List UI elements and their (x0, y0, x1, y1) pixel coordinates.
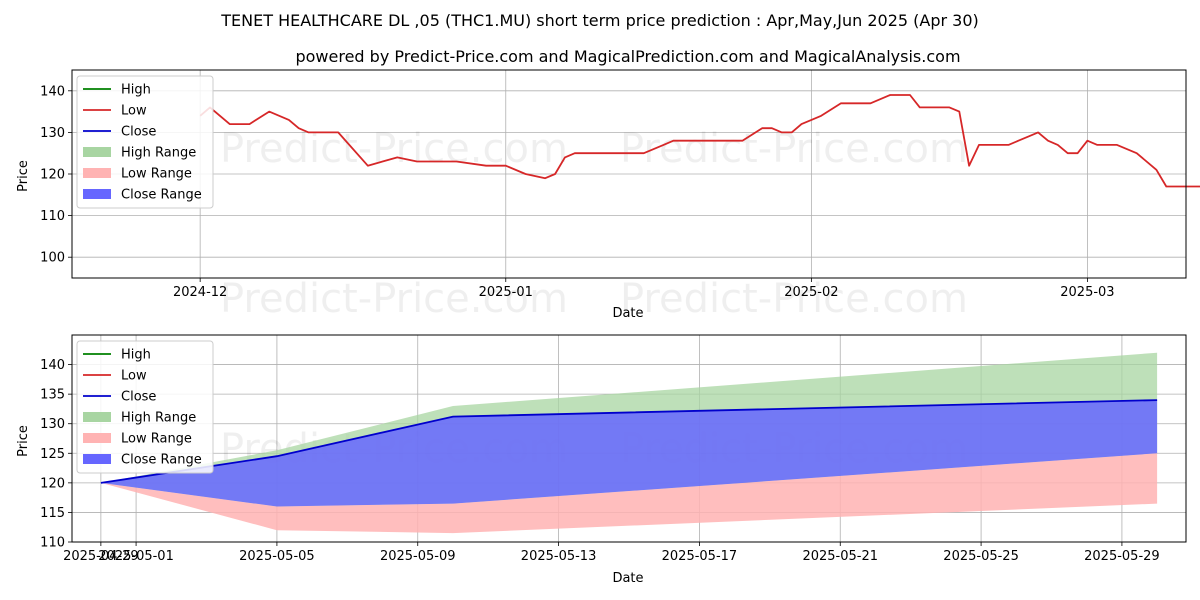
low-range-area (100, 453, 1158, 534)
x-tick-label: 2025-04-29 (63, 549, 139, 564)
y-tick-label: 140 (40, 358, 65, 373)
legend-label: High (121, 83, 151, 98)
y-tick-label: 120 (40, 168, 65, 183)
x-tick-label: 2025-05-17 (662, 549, 738, 564)
history-legend: High Low Close High Range Low Range Close Ran… (76, 75, 214, 209)
forecast-legend: High Low Close High Range Low Range Close Ran… (76, 340, 214, 474)
x-tick-label: 2025-03 (1060, 285, 1114, 300)
x-tick-label: 2025-02 (784, 285, 838, 300)
forecast-areas (100, 352, 1158, 534)
watermark: Predict-Price.com (220, 126, 568, 172)
legend-swatch (83, 412, 111, 422)
y-tick-label: 110 (40, 536, 65, 551)
history-panel: Predict-Price.com Predict-Price.com Pred… (16, 69, 1200, 322)
low-line (199, 94, 1200, 188)
x-tick-label: 2025-05-01 (98, 549, 174, 564)
legend-label: Low (121, 369, 147, 384)
history-ylabel: Price (16, 160, 31, 192)
y-tick-label: 130 (40, 417, 65, 432)
watermark: Predict-Price.com (620, 126, 968, 172)
watermark: Predict-Price.com (220, 276, 568, 322)
x-tick-label: 2025-05-05 (239, 549, 315, 564)
legend-label: Close Range (121, 188, 202, 203)
x-tick-label: 2025-05-09 (380, 549, 456, 564)
history-frame (71, 69, 1187, 279)
forecast-frame (71, 334, 1187, 543)
legend-label: Close (121, 390, 156, 405)
y-tick-label: 135 (40, 388, 65, 403)
legend-swatch (83, 454, 111, 464)
legend-label: High Range (121, 146, 196, 161)
forecast-ylabel: Price (16, 425, 31, 457)
legend-swatch (83, 433, 111, 443)
forecast-panel: Predict-Price.com Predict-Price.com 2025… (16, 334, 1187, 586)
y-tick-label: 120 (40, 476, 65, 491)
legend-label: Close (121, 125, 156, 140)
history-ticks: 2024-12 2025-01 2025-02 2025-03 100 110 120 130… (40, 84, 1114, 300)
x-tick-label: 2024-12 (173, 285, 227, 300)
x-tick-label: 2025-05-29 (1084, 549, 1160, 564)
x-tick-label: 2025-05-21 (802, 549, 878, 564)
y-tick-label: 125 (40, 447, 65, 462)
watermark: Predict-Price.com (620, 276, 968, 322)
legend-label: Close Range (121, 453, 202, 468)
legend-label: Low Range (121, 432, 192, 447)
legend-swatch (83, 147, 111, 157)
history-grid (72, 70, 1186, 278)
y-tick-label: 110 (40, 209, 65, 224)
x-tick-label: 2025-01 (479, 285, 533, 300)
y-tick-label: 100 (40, 251, 65, 266)
x-tick-label: 2025-05-25 (943, 549, 1019, 564)
legend-swatch (83, 168, 111, 178)
legend-swatch (83, 189, 111, 199)
y-tick-label: 140 (40, 84, 65, 99)
chart-title: TENET HEALTHCARE DL ,05 (THC1.MU) short … (220, 11, 979, 30)
x-tick-label: 2025-05-13 (521, 549, 597, 564)
history-watermarks: Predict-Price.com Predict-Price.com Pred… (220, 126, 968, 322)
legend-label: High Range (121, 411, 196, 426)
legend-label: High (121, 348, 151, 363)
close-range-area (100, 400, 1158, 507)
legend-label: Low Range (121, 167, 192, 182)
legend-label: Low (121, 104, 147, 119)
history-xlabel: Date (612, 306, 643, 321)
y-tick-label: 130 (40, 126, 65, 141)
chart-subtitle: powered by Predict-Price.com and Magical… (295, 47, 960, 66)
history-lines (199, 94, 1200, 188)
y-tick-label: 115 (40, 506, 65, 521)
forecast-xlabel: Date (612, 571, 643, 586)
